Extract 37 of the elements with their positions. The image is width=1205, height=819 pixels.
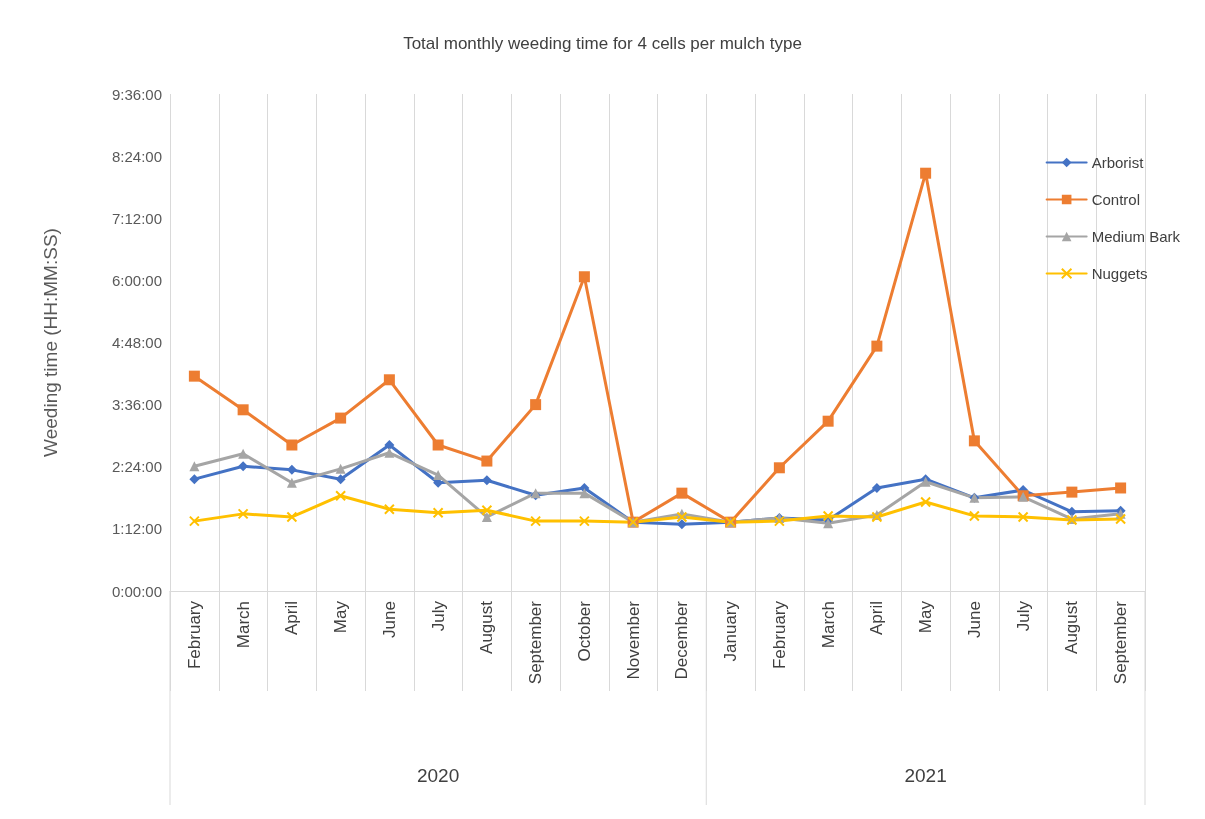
x-tick-label: October [574, 600, 594, 662]
x-tick-label: March [818, 601, 838, 649]
x-tick-label: June [964, 601, 984, 638]
text: 2021 [904, 764, 947, 786]
legend-label: Nuggets [1091, 265, 1148, 282]
y-tick-label: 0:00:00 [111, 582, 162, 600]
x-tick-label: May [331, 600, 351, 634]
legend-label: Medium Bark [1091, 228, 1181, 245]
text: 2020 [416, 764, 460, 786]
legend-label: Arborist [1091, 154, 1145, 171]
y-tick-label: 8:24:00 [111, 147, 162, 165]
x-tick-label: April [282, 601, 302, 636]
x-tick-label: April [867, 601, 887, 636]
chart-title: Total monthly weeding time for 4 cells per mulch type [403, 34, 802, 53]
x-tick-label: May [916, 600, 936, 634]
x-tick-label: January [721, 600, 741, 662]
x-tick-label: March [233, 601, 253, 649]
y-tick-label: 6:00:00 [111, 271, 162, 289]
y-tick-label: 7:12:00 [111, 209, 162, 227]
x-tick-label: August [1062, 600, 1082, 654]
y-tick-label: 1:12:00 [111, 520, 162, 538]
x-tick-label: November [623, 600, 643, 680]
y-axis-title: Weeding time (HH:MM:SS) [40, 228, 61, 457]
y-tick-label: 4:48:00 [111, 334, 162, 351]
y-tick-label: 3:36:00 [111, 396, 162, 414]
y-tick-label: 2:24:00 [111, 458, 162, 476]
x-tick-label: September [1111, 600, 1131, 685]
y-tick-label: 9:36:00 [111, 85, 162, 103]
x-tick-label: February [769, 600, 789, 670]
x-tick-label: August [477, 600, 497, 654]
x-tick-label: July [428, 600, 448, 632]
x-tick-label: July [1013, 600, 1033, 632]
x-tick-label: February [184, 600, 204, 670]
x-tick-label: December [672, 600, 692, 680]
legend-label: Control [1091, 191, 1140, 208]
x-tick-label: September [526, 600, 546, 685]
x-tick-label: June [379, 601, 399, 638]
